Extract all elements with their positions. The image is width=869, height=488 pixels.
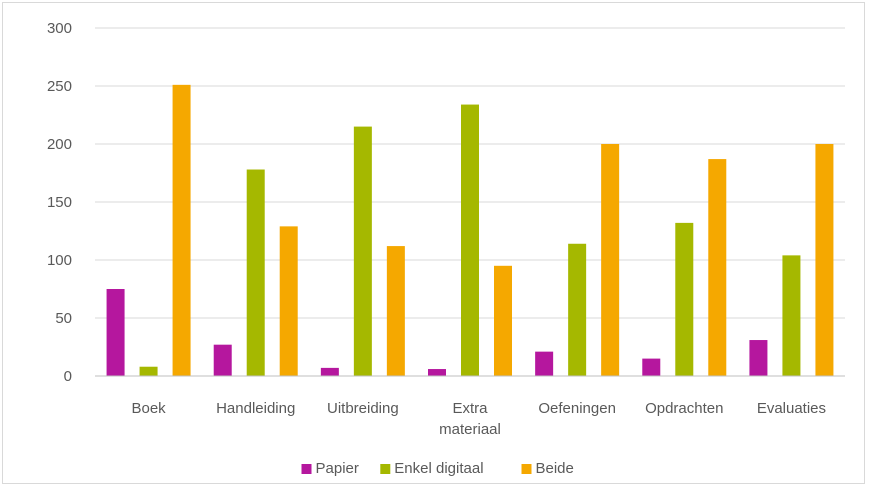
bars	[106, 84, 834, 376]
legend: Papier Enkel digitaal Beide	[301, 460, 574, 477]
bar-beide	[601, 144, 620, 376]
legend-label: Enkel digitaal	[394, 460, 483, 477]
bar-papier	[106, 289, 125, 376]
bar-enkel-digitaal	[461, 104, 479, 376]
y-tick-label: 150	[47, 194, 72, 211]
legend-swatch	[380, 464, 391, 474]
bar-beide	[815, 144, 834, 376]
bar-papier	[642, 358, 661, 376]
bar-beide	[494, 265, 512, 376]
y-tick-label: 100	[47, 252, 72, 269]
bar-papier	[428, 369, 446, 376]
y-tick-label: 200	[47, 136, 72, 153]
bar-enkel-digitaal	[782, 255, 801, 376]
bar-enkel-digitaal	[568, 243, 587, 376]
bar-beide	[708, 159, 727, 376]
legend-label: Papier	[316, 460, 359, 477]
x-category-label: Handleiding	[216, 400, 295, 417]
legend-swatch	[521, 464, 532, 474]
bar-papier	[213, 344, 232, 376]
y-tick-label: 250	[47, 78, 72, 95]
bar-enkel-digitaal	[139, 366, 158, 376]
x-category-label: Opdrachten	[645, 400, 723, 417]
y-axis-ticks: 0 50 100 150 200 250 300	[47, 20, 72, 385]
legend-label: Beide	[536, 460, 574, 477]
x-category-label: Evaluaties	[757, 400, 826, 417]
bar-papier	[535, 351, 554, 376]
bar-papier	[749, 340, 768, 376]
x-category-label: Uitbreiding	[327, 400, 399, 417]
x-category-label: materiaal	[439, 421, 501, 438]
bar-papier	[320, 367, 339, 376]
x-category-label: Extra	[452, 400, 488, 417]
x-category-label: Boek	[131, 400, 166, 417]
bar-beide	[279, 226, 298, 376]
bar-enkel-digitaal	[246, 169, 265, 376]
bar-enkel-digitaal	[675, 222, 694, 376]
bar-beide	[172, 84, 191, 376]
y-tick-label: 0	[64, 368, 72, 385]
x-axis-categories: Boek Handleiding Uitbreiding Extra materiaal…	[131, 400, 826, 438]
bar-beide	[386, 246, 405, 376]
bar-enkel-digitaal	[353, 126, 372, 376]
legend-swatch	[301, 464, 312, 474]
y-tick-label: 300	[47, 20, 72, 37]
y-tick-label: 50	[55, 310, 72, 327]
x-category-label: Oefeningen	[538, 400, 616, 417]
